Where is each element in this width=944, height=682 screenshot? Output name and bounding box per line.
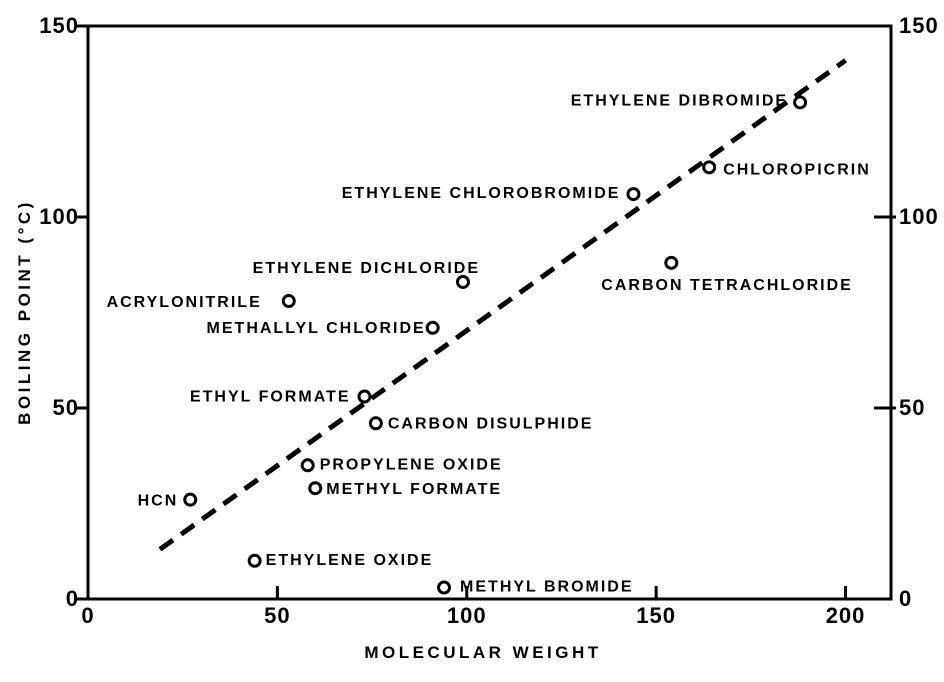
trend-line [158, 58, 847, 552]
x-axis-title: MOLECULAR WEIGHT [364, 643, 601, 662]
data-point-marker [281, 294, 296, 309]
data-point-label: ETHYLENE DIBROMIDE [571, 92, 788, 109]
data-point-marker [368, 416, 383, 431]
data-point-marker [183, 492, 198, 507]
data-point-label: ETHYL FORMATE [190, 389, 351, 406]
y-tick-label-left: 50 [53, 395, 79, 420]
y-tick-label-right: 50 [899, 395, 925, 420]
data-point-label: METHYL BROMIDE [460, 579, 633, 596]
y-tick-label-left: 100 [39, 204, 79, 229]
data-point-marker [247, 553, 262, 568]
data-point-marker [437, 580, 452, 595]
data-point-marker [425, 320, 440, 335]
data-point-label: PROPYLENE OXIDE [320, 456, 503, 473]
data-point-label: ETHYLENE DICHLORIDE [253, 260, 480, 277]
x-tick-label: 0 [81, 603, 94, 628]
data-point-label: CHLOROPICRIN [723, 161, 871, 178]
data-point-marker [308, 481, 323, 496]
data-point-label: ETHYLENE OXIDE [266, 552, 434, 569]
data-point-label: CARBON TETRACHLORIDE [601, 277, 853, 294]
data-point-marker [664, 255, 679, 270]
y-tick-label-right: 100 [899, 204, 939, 229]
x-tick-label: 100 [447, 603, 487, 628]
y-axis-title: BOILING POINT (°C) [15, 199, 34, 425]
data-point-marker [793, 95, 808, 110]
x-tick-label: 150 [636, 603, 676, 628]
y-tick-label-left: 150 [39, 13, 79, 38]
y-tick-label-left: 0 [66, 586, 79, 611]
data-point-marker [702, 160, 717, 175]
data-point-marker [455, 274, 470, 289]
y-tick-label-right: 150 [899, 13, 939, 38]
data-point-marker [357, 389, 372, 404]
data-point-label: METHALLYL CHLORIDE [207, 320, 426, 337]
x-tick-label: 200 [826, 603, 866, 628]
data-point-marker [626, 187, 641, 202]
data-point-label: HCN [138, 493, 179, 510]
data-point-marker [300, 458, 315, 473]
data-point-label: ETHYLENE CHLOROBROMIDE [342, 185, 621, 202]
y-tick-label-right: 0 [899, 586, 912, 611]
data-point-label: CARBON DISULPHIDE [388, 415, 594, 432]
data-point-label: ACRYLONITRILE [107, 294, 262, 311]
plot-frame [86, 24, 893, 601]
x-tick-label: 50 [264, 603, 290, 628]
data-point-label: METHYL FORMATE [326, 481, 502, 498]
